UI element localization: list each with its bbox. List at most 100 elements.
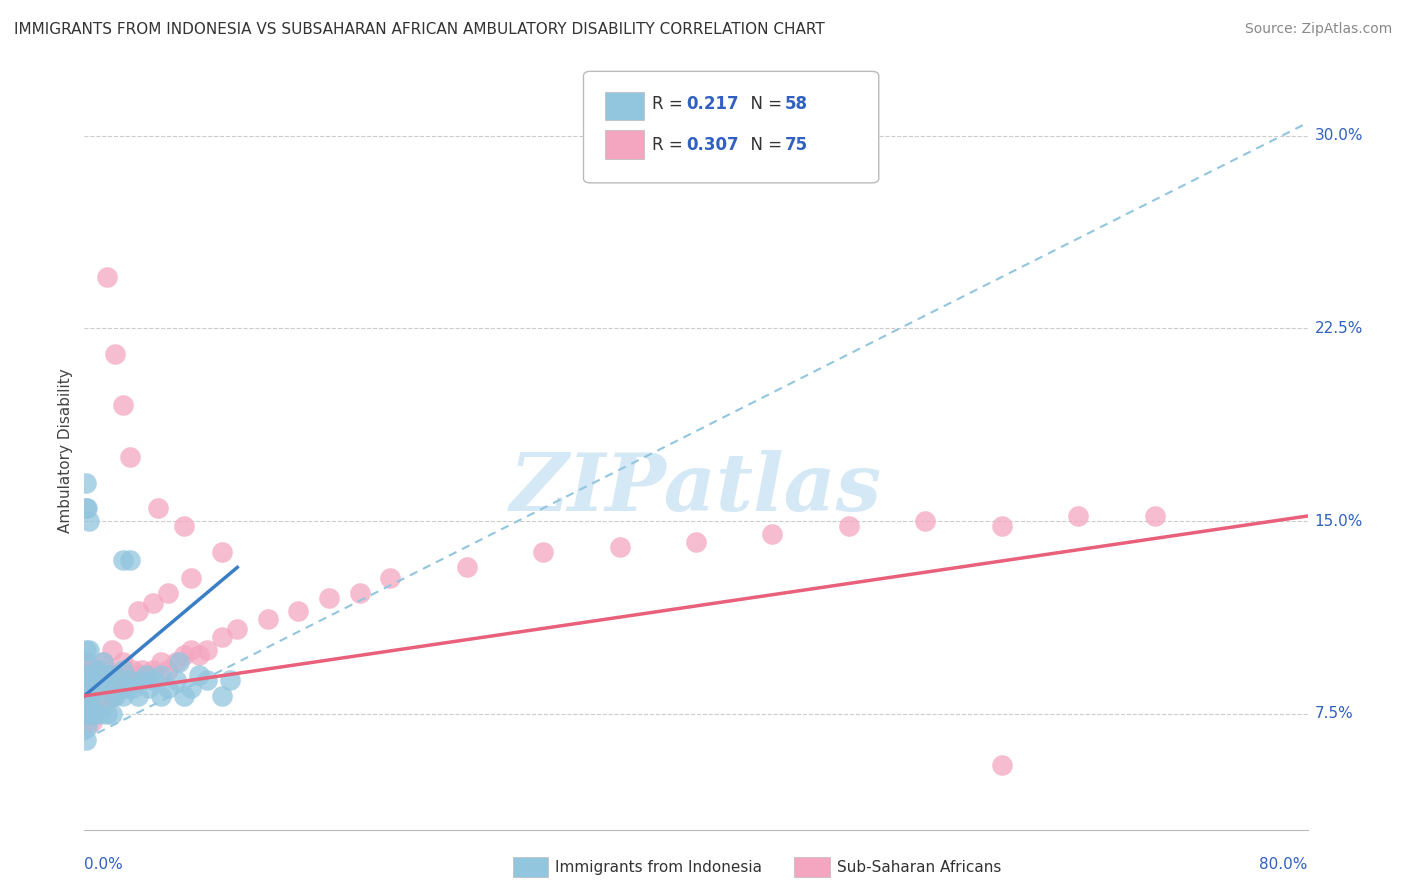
Point	[131, 663, 153, 677]
Point	[111, 689, 134, 703]
Point	[180, 642, 202, 657]
Point	[173, 648, 195, 662]
Point	[91, 656, 114, 670]
Point	[149, 668, 172, 682]
Point	[93, 673, 115, 688]
Point	[914, 514, 936, 528]
Text: Sub-Saharan Africans: Sub-Saharan Africans	[837, 860, 1001, 874]
Text: 58: 58	[785, 95, 807, 113]
Point	[115, 681, 138, 696]
Point	[89, 668, 111, 682]
Point	[77, 673, 100, 688]
Point	[77, 689, 100, 703]
Text: R =: R =	[652, 136, 689, 153]
Point	[120, 673, 142, 688]
Point	[838, 519, 860, 533]
Text: 22.5%: 22.5%	[1315, 321, 1362, 336]
Point	[76, 501, 98, 516]
Point	[87, 663, 110, 677]
Point	[218, 673, 240, 688]
Point	[75, 668, 97, 682]
Point	[531, 545, 554, 559]
Point	[80, 714, 103, 729]
Point	[349, 586, 371, 600]
Point	[86, 663, 108, 677]
Text: Source: ZipAtlas.com: Source: ZipAtlas.com	[1244, 22, 1392, 37]
Point	[138, 681, 160, 696]
Point	[287, 604, 309, 618]
Point	[180, 681, 202, 696]
Point	[83, 681, 105, 696]
Point	[86, 668, 108, 682]
Text: 0.0%: 0.0%	[84, 857, 124, 872]
Point	[83, 673, 105, 688]
Point	[127, 604, 149, 618]
Point	[180, 571, 202, 585]
Point	[1143, 508, 1166, 523]
Point	[173, 689, 195, 703]
Point	[80, 663, 103, 677]
Text: IMMIGRANTS FROM INDONESIA VS SUBSAHARAN AFRICAN AMBULATORY DISABILITY CORRELATIO: IMMIGRANTS FROM INDONESIA VS SUBSAHARAN …	[14, 22, 825, 37]
Point	[104, 681, 127, 696]
Point	[188, 648, 211, 662]
Point	[76, 714, 98, 729]
Text: 30.0%: 30.0%	[1315, 128, 1362, 143]
Point	[111, 552, 134, 566]
Point	[122, 681, 145, 696]
Point	[149, 656, 172, 670]
Point	[104, 689, 127, 703]
Point	[76, 699, 98, 714]
Point	[157, 663, 180, 677]
Point	[195, 642, 218, 657]
Text: R =: R =	[652, 95, 689, 113]
Point	[75, 673, 97, 688]
Point	[165, 656, 187, 670]
Point	[96, 668, 118, 682]
Point	[211, 630, 233, 644]
Point	[76, 668, 98, 682]
Point	[111, 399, 134, 413]
Point	[76, 694, 98, 708]
Point	[101, 689, 124, 703]
Point	[76, 668, 98, 682]
Point	[75, 689, 97, 703]
Point	[80, 668, 103, 682]
Point	[76, 681, 98, 696]
Text: ZIPatlas: ZIPatlas	[510, 450, 882, 527]
Point	[146, 501, 169, 516]
Point	[80, 706, 103, 721]
Point	[104, 347, 127, 361]
Point	[75, 706, 97, 721]
Point	[96, 706, 118, 721]
Point	[167, 656, 190, 670]
Point	[93, 689, 115, 703]
Point	[96, 694, 118, 708]
Point	[101, 642, 124, 657]
Point	[211, 545, 233, 559]
Point	[157, 586, 180, 600]
Point	[96, 270, 118, 285]
Point	[79, 699, 101, 714]
Point	[380, 571, 402, 585]
Point	[127, 668, 149, 682]
Text: N =: N =	[740, 136, 787, 153]
Point	[75, 656, 97, 670]
Point	[84, 694, 107, 708]
Point	[101, 689, 124, 703]
Point	[142, 663, 165, 677]
Point	[120, 673, 142, 688]
Point	[80, 681, 103, 696]
Point	[80, 689, 103, 703]
Point	[120, 450, 142, 464]
Point	[257, 612, 280, 626]
Point	[111, 663, 134, 677]
Point	[77, 514, 100, 528]
Point	[127, 689, 149, 703]
Point	[77, 689, 100, 703]
Point	[96, 663, 118, 677]
Text: 0.307: 0.307	[686, 136, 738, 153]
Point	[101, 706, 124, 721]
Point	[685, 534, 707, 549]
Point	[456, 560, 478, 574]
Text: 15.0%: 15.0%	[1315, 514, 1362, 529]
